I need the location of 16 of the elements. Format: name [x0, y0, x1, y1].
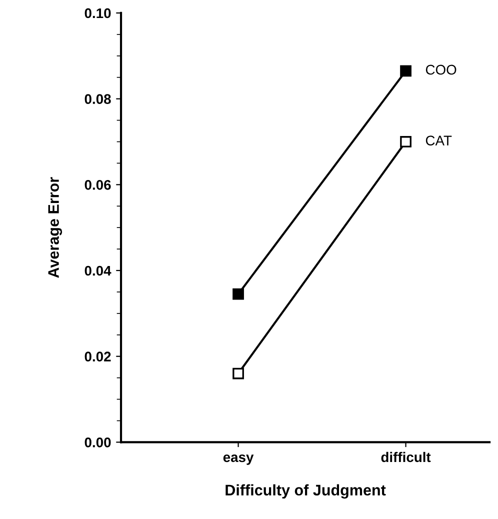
series-label: COO	[426, 64, 456, 75]
y-tick-label: 0.02	[84, 352, 111, 362]
point	[400, 65, 412, 77]
y-tick-label: 0.10	[84, 8, 111, 18]
point	[232, 288, 244, 300]
point	[232, 368, 244, 380]
x-axis-title: Difficulty of Judgment	[226, 484, 386, 499]
y-tick-label: 0.00	[84, 438, 111, 448]
y-tick-label: 0.06	[84, 180, 111, 190]
series-label: CAT	[426, 136, 452, 146]
y-tick-label: 0.04	[84, 266, 112, 276]
y-tick-label: 0.08	[84, 94, 111, 104]
point	[400, 136, 412, 148]
x-tick-label: easy	[223, 454, 254, 465]
y-axis-title: Average Error	[48, 177, 62, 278]
x-tick-label: difficult	[381, 452, 431, 462]
